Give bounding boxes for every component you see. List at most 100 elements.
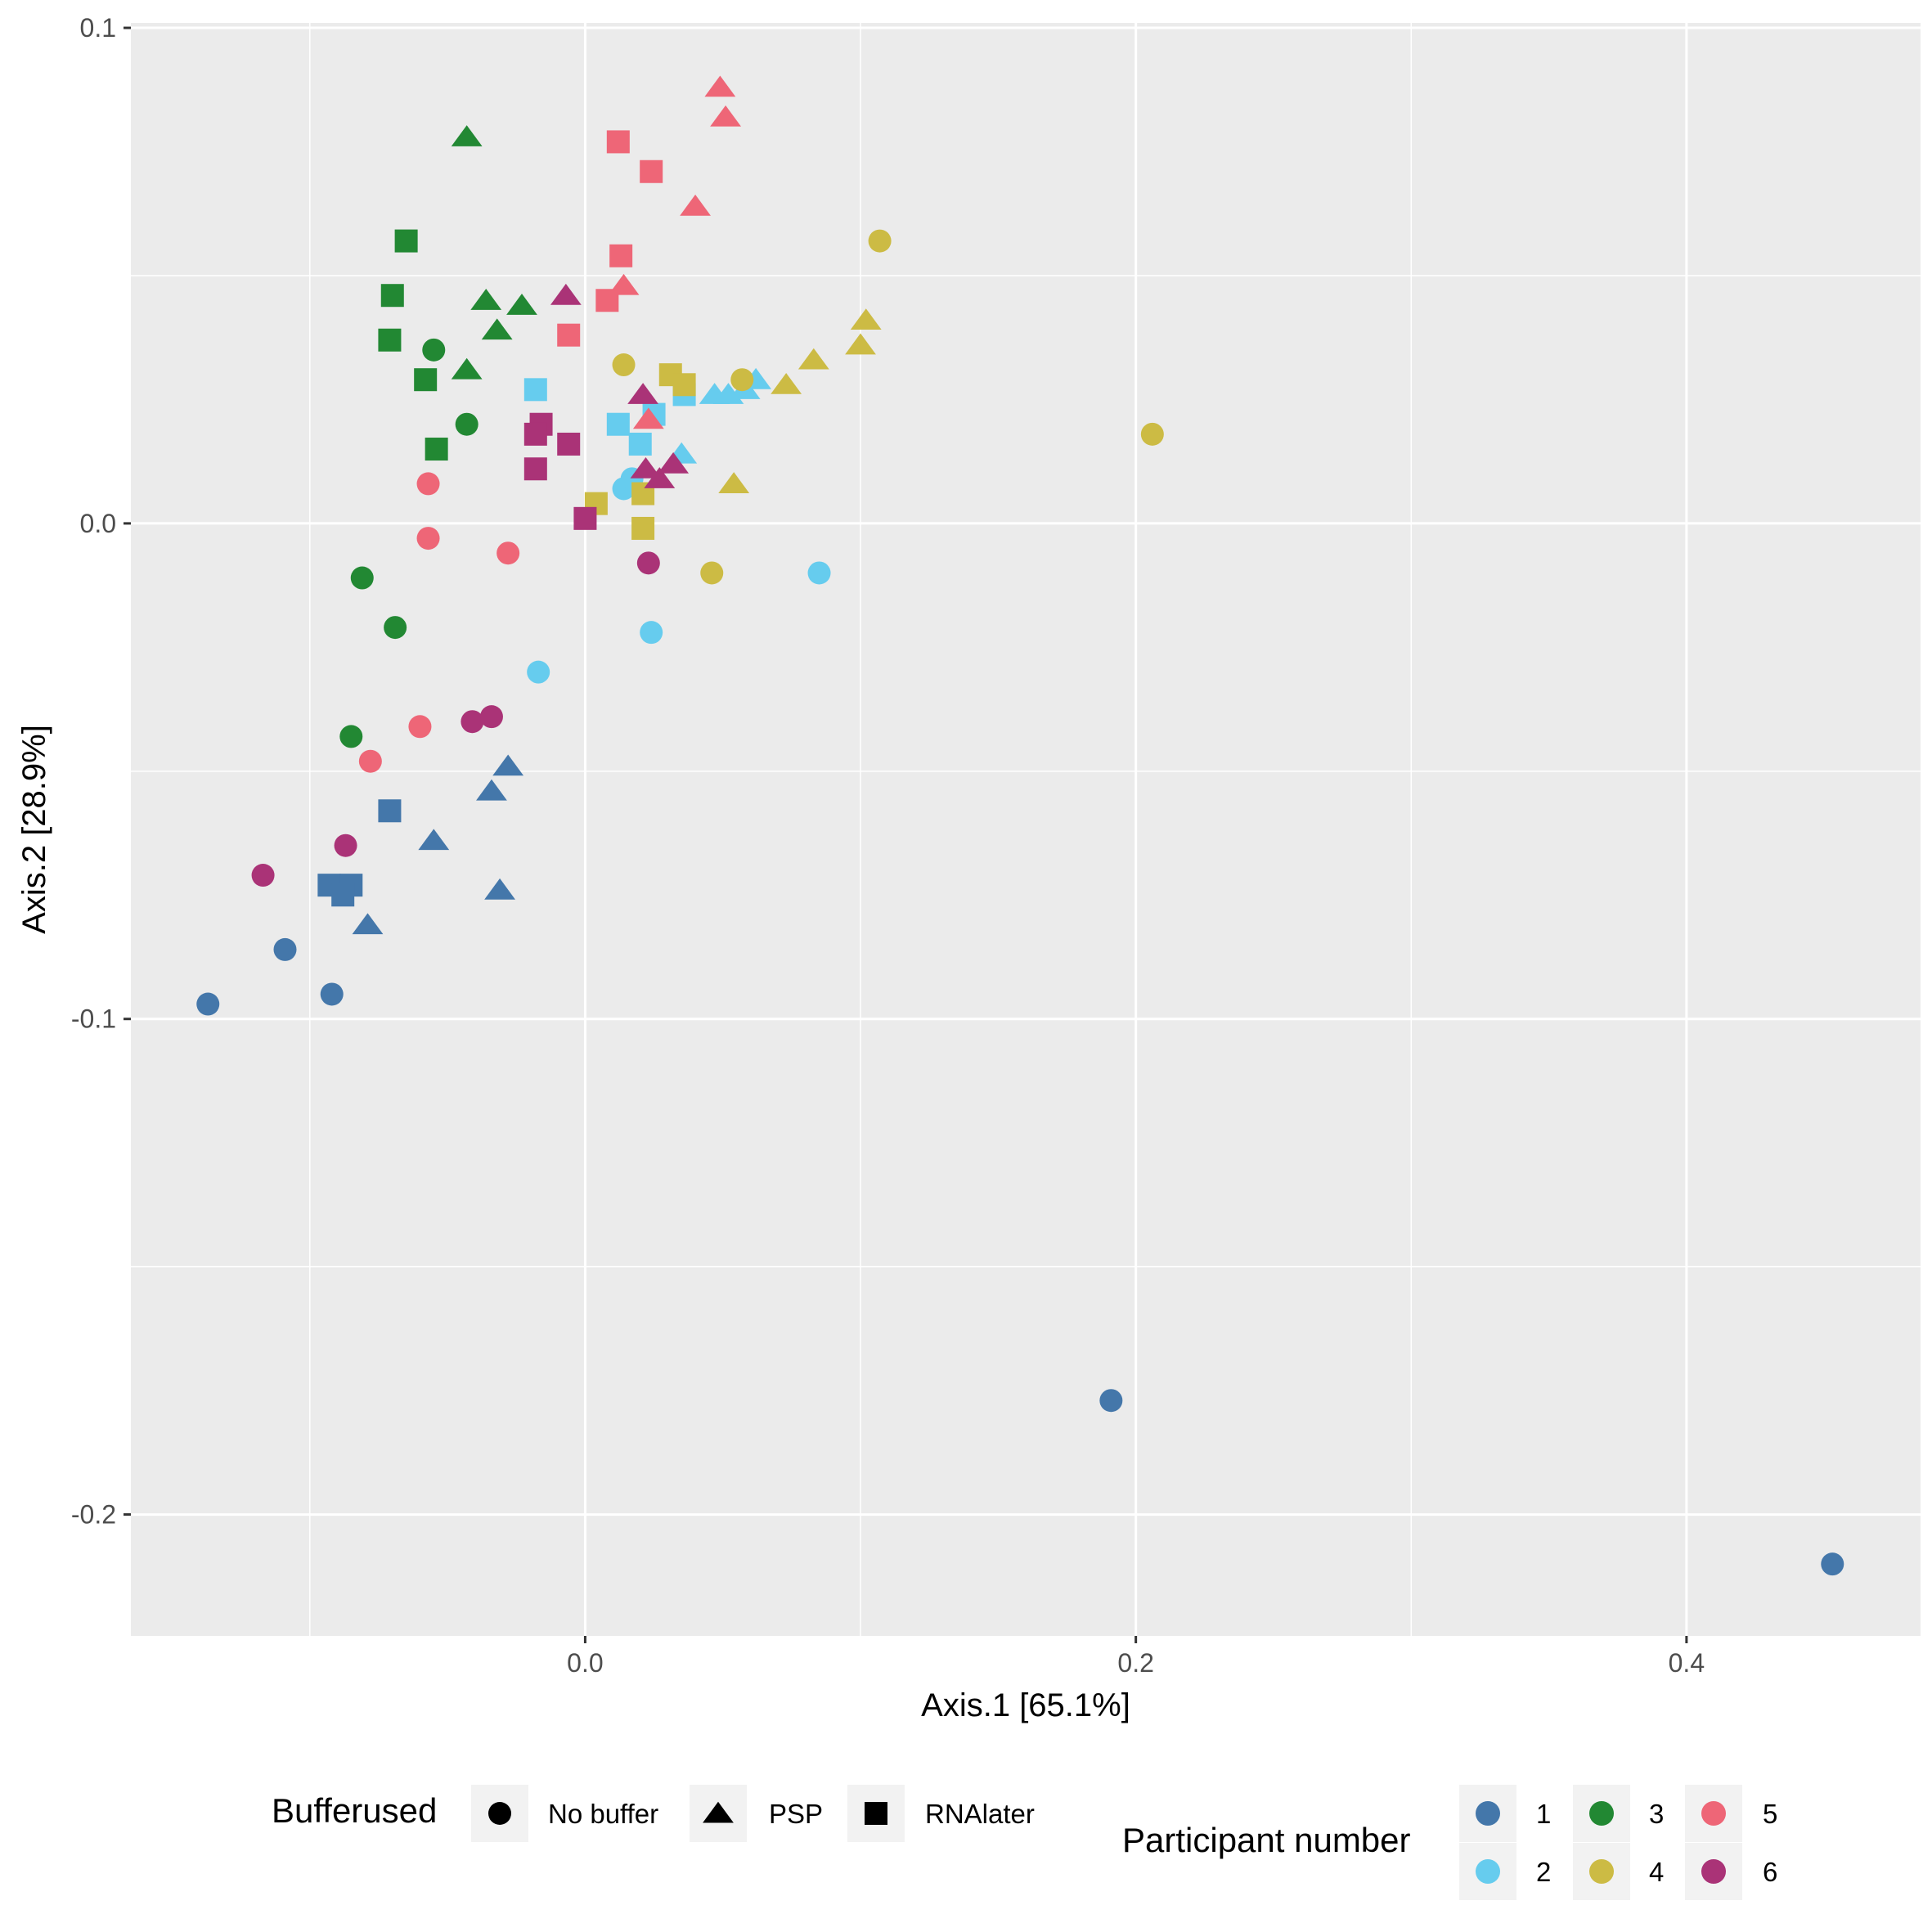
point-p1-no-buffer: [196, 992, 220, 1016]
point-p4-rnalater: [631, 516, 655, 540]
point-p5-psp: [632, 407, 664, 429]
point-p4-no-buffer: [1140, 422, 1164, 446]
point-p1-rnalater: [331, 883, 355, 907]
point-p1-rnalater: [378, 799, 402, 823]
data-points: [196, 75, 1844, 1576]
point-p3-psp: [506, 294, 537, 315]
legend-participant-label: 2: [1536, 1857, 1551, 1887]
plot-panel: [131, 23, 1921, 1636]
legend-participant-swatch: [1476, 1859, 1500, 1884]
point-p6-no-buffer: [251, 864, 275, 887]
point-p6-no-buffer: [334, 833, 357, 857]
point-p4-no-buffer: [612, 353, 636, 377]
point-p3-psp: [470, 288, 502, 310]
point-p1-no-buffer: [1099, 1389, 1123, 1413]
x-axis-title: Axis.1 [65.1%]: [921, 1687, 1130, 1723]
y-tick-label: 0.1: [80, 13, 116, 43]
legend-participant: Participant number 1 2 3 4 5 6: [1122, 1785, 1777, 1900]
point-p3-no-buffer: [422, 338, 446, 362]
point-p6-no-buffer: [479, 705, 503, 729]
point-p2-no-buffer: [807, 561, 831, 585]
legend-buffer: Bufferused No buffer PSP RNAlater: [272, 1785, 1035, 1842]
legend-participant-items: 1 2 3 4 5 6: [1459, 1785, 1777, 1900]
point-p3-psp: [481, 318, 513, 340]
point-p5-rnalater: [557, 323, 581, 347]
y-tick-label: 0.0: [80, 509, 116, 538]
point-p5-psp: [704, 75, 736, 97]
point-p2-rnalater: [628, 432, 652, 456]
y-axis-title: Axis.2 [28.9%]: [16, 725, 52, 934]
x-tick-label: 0.2: [1117, 1648, 1153, 1678]
legend-buffer-label: RNAlater: [925, 1799, 1035, 1829]
y-tick-label: -0.1: [71, 1004, 116, 1034]
point-p6-rnalater: [573, 506, 597, 530]
point-p3-rnalater: [414, 368, 438, 392]
legend-buffer-items: No buffer PSP RNAlater: [471, 1785, 1035, 1842]
legend-buffer-symbol: [865, 1802, 887, 1825]
x-tick-label: 0.4: [1669, 1648, 1705, 1678]
point-p5-psp: [710, 105, 741, 127]
point-p4-no-buffer: [868, 229, 892, 253]
point-p1-psp: [492, 754, 524, 776]
legend-participant-swatch: [1589, 1801, 1614, 1826]
point-p1-psp: [476, 779, 507, 801]
point-p3-no-buffer: [339, 725, 363, 748]
legend-participant-label: 1: [1536, 1799, 1551, 1829]
legend-participant-swatch: [1701, 1801, 1726, 1826]
point-p2-rnalater: [606, 412, 630, 436]
point-p5-rnalater: [595, 289, 619, 312]
point-p5-no-buffer: [416, 472, 440, 496]
point-p1-no-buffer: [320, 982, 344, 1006]
point-p4-psp: [718, 472, 750, 493]
point-p6-psp: [550, 283, 582, 305]
point-p6-psp: [644, 467, 676, 488]
legend-buffer-label: PSP: [769, 1799, 823, 1829]
point-p6-psp: [627, 383, 659, 404]
legend-participant-swatch: [1701, 1859, 1726, 1884]
point-p2-rnalater: [523, 378, 547, 402]
point-p1-psp: [352, 913, 384, 935]
point-p3-rnalater: [378, 328, 402, 352]
legend-participant-label: 5: [1763, 1799, 1777, 1829]
x-axis: 0.0 0.2 0.4: [567, 1636, 1705, 1678]
point-p3-no-buffer: [350, 566, 374, 590]
legend-buffer-title: Bufferused: [272, 1791, 437, 1830]
point-p3-no-buffer: [384, 616, 407, 640]
legend-participant-label: 3: [1649, 1799, 1664, 1829]
legend-buffer-symbol: [703, 1801, 734, 1823]
point-p3-psp: [451, 357, 483, 380]
point-p3-rnalater: [425, 438, 448, 461]
point-p2-no-buffer: [527, 660, 550, 684]
gridlines: [131, 23, 1921, 1636]
x-tick-label: 0.0: [567, 1648, 603, 1678]
point-p6-psp: [630, 456, 662, 479]
point-p3-psp: [451, 125, 483, 146]
legend-participant-swatch: [1476, 1801, 1500, 1826]
legend-participant-label: 4: [1649, 1857, 1664, 1887]
point-p5-psp: [680, 194, 711, 216]
point-p5-no-buffer: [408, 715, 432, 739]
point-p4-psp: [771, 372, 802, 394]
point-p6-no-buffer: [636, 551, 660, 575]
point-p4-rnalater: [672, 373, 696, 397]
point-p4-no-buffer: [730, 368, 754, 392]
point-p6-rnalater: [557, 432, 581, 456]
point-p6-rnalater: [523, 422, 547, 446]
point-p2-no-buffer: [640, 621, 663, 645]
point-p4-psp: [798, 348, 829, 370]
y-tick-label: -0.2: [71, 1500, 116, 1530]
point-p3-no-buffer: [455, 412, 479, 436]
point-p5-rnalater: [609, 244, 633, 267]
point-p5-rnalater: [640, 160, 663, 183]
point-p3-rnalater: [394, 229, 418, 253]
legend-buffer-symbol: [488, 1802, 511, 1825]
point-p5-rnalater: [606, 130, 630, 154]
point-p5-no-buffer: [496, 541, 520, 565]
point-p1-psp: [418, 829, 450, 851]
point-p1-no-buffer: [273, 937, 297, 961]
point-p6-rnalater: [523, 457, 547, 481]
legend-participant-label: 6: [1763, 1857, 1777, 1887]
point-p4-psp: [845, 333, 876, 355]
legend-buffer-label: No buffer: [548, 1799, 658, 1829]
